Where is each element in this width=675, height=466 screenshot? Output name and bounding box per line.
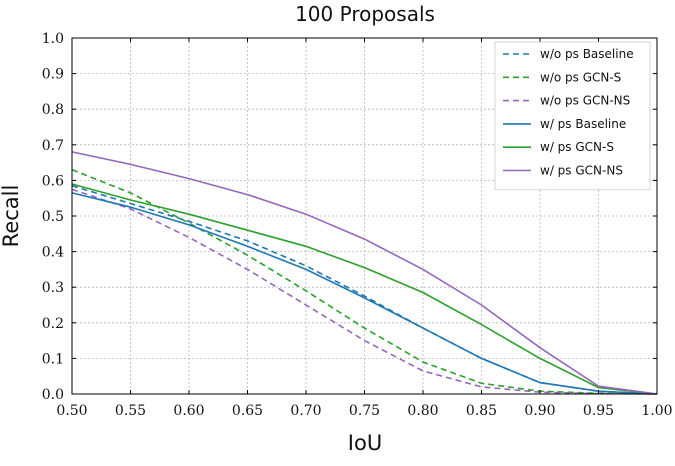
y-tick-label: 1.0 bbox=[42, 31, 64, 47]
chart-title: 100 Proposals bbox=[295, 2, 435, 26]
y-axis-label: Recall bbox=[0, 185, 23, 248]
x-tick-label: 0.75 bbox=[349, 403, 380, 419]
legend-label: w/ ps GCN-NS bbox=[540, 164, 623, 178]
grid bbox=[71, 37, 658, 395]
y-tick-label: 0.6 bbox=[42, 173, 64, 189]
legend-label: w/o ps Baseline bbox=[540, 47, 634, 61]
x-tick-label: 0.65 bbox=[232, 403, 263, 419]
legend-label: w/ ps Baseline bbox=[540, 117, 626, 131]
series-line-2 bbox=[71, 188, 658, 395]
x-tick-label: 0.55 bbox=[115, 403, 146, 419]
y-tick-label: 0.3 bbox=[42, 280, 64, 296]
legend: w/o ps Baseline w/o ps GCN-S w/o ps GCN-NS… bbox=[494, 41, 651, 191]
x-tick-label: 1.00 bbox=[641, 403, 672, 419]
y-tick-label: 0.2 bbox=[42, 316, 64, 332]
x-tick-label: 0.90 bbox=[524, 403, 555, 419]
series-line-4 bbox=[71, 183, 658, 395]
legend-label: w/o ps GCN-NS bbox=[540, 94, 630, 108]
x-tick-label: 0.70 bbox=[290, 403, 321, 419]
legend-label: w/ ps GCN-S bbox=[540, 140, 614, 154]
y-tick-label: 0.9 bbox=[42, 67, 64, 83]
y-tick-label: 0.8 bbox=[42, 102, 64, 118]
y-axis-ticks: 0.0 0.1 0.2 0.3 0.4 0.5 0.6 0.7 0.8 0.9 1.0 bbox=[42, 31, 657, 403]
x-tick-label: 0.95 bbox=[583, 403, 614, 419]
series-line-5 bbox=[71, 151, 658, 395]
legend-box bbox=[494, 41, 651, 191]
series-line-3 bbox=[71, 192, 658, 395]
y-tick-label: 0.4 bbox=[42, 245, 64, 261]
series-lines bbox=[71, 151, 658, 395]
x-tick-label: 0.60 bbox=[173, 403, 204, 419]
y-tick-label: 0.0 bbox=[42, 387, 64, 403]
x-tick-label: 0.50 bbox=[56, 403, 87, 419]
series-line-0 bbox=[71, 184, 658, 395]
x-axis-ticks: 0.50 0.55 0.60 0.65 0.70 0.75 0.80 0.85 0.90 0.95… bbox=[56, 38, 673, 419]
legend-label: w/o ps GCN-S bbox=[540, 70, 621, 84]
x-tick-label: 0.80 bbox=[407, 403, 438, 419]
y-tick-label: 0.7 bbox=[42, 138, 64, 154]
x-axis-label: IoU bbox=[348, 431, 382, 455]
y-tick-label: 0.5 bbox=[42, 209, 64, 225]
x-tick-label: 0.85 bbox=[466, 403, 497, 419]
y-tick-label: 0.1 bbox=[42, 351, 64, 367]
